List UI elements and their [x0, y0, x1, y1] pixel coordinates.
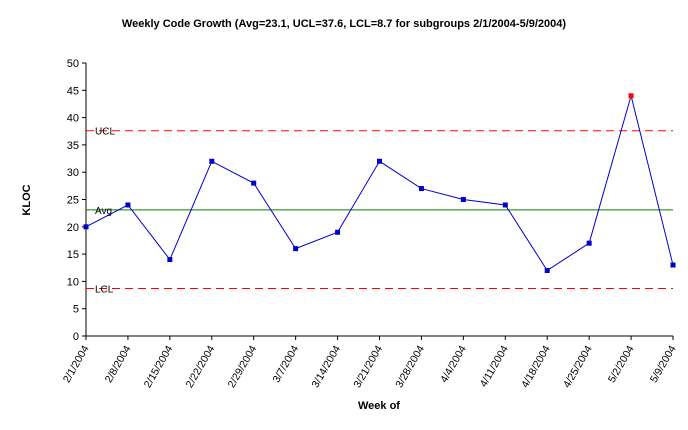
- x-tick-label: 4/18/2004: [519, 343, 553, 390]
- y-tick-label: 15: [67, 249, 79, 261]
- x-tick-label: 2/1/2004: [61, 343, 92, 385]
- x-tick-label: 3/7/2004: [270, 343, 301, 385]
- y-tick-label: 45: [67, 85, 79, 97]
- x-tick-label: 3/14/2004: [309, 343, 343, 390]
- x-tick-label: 2/15/2004: [142, 343, 176, 390]
- x-tick-label: 3/28/2004: [393, 343, 427, 390]
- data-point: [586, 240, 592, 246]
- data-point: [167, 257, 173, 263]
- data-point: [335, 229, 341, 235]
- data-point: [83, 224, 89, 230]
- x-tick-label: 4/25/2004: [561, 343, 595, 390]
- x-tick-label: 4/11/2004: [478, 343, 511, 389]
- y-tick-label: 30: [67, 167, 79, 179]
- data-point-out-of-control: [628, 93, 634, 99]
- data-point: [544, 267, 550, 273]
- x-tick-label: 5/2/2004: [606, 343, 637, 385]
- x-tick-label: 4/4/2004: [438, 343, 469, 385]
- x-axis-title: Week of: [358, 400, 400, 412]
- avg-label: Avg: [95, 206, 112, 217]
- y-tick-label: 25: [67, 195, 79, 207]
- y-tick-label: 5: [73, 304, 79, 316]
- y-tick-label: 40: [67, 113, 79, 125]
- data-point: [125, 202, 131, 208]
- ucl-label: UCL: [95, 127, 115, 138]
- data-point: [418, 186, 424, 192]
- y-tick-label: 0: [73, 331, 79, 343]
- data-point: [251, 180, 257, 186]
- lcl-label: LCL: [95, 284, 114, 295]
- plot-area: 0 5 10 15 20 25 30 35 40 45 50 2/1/2004 2/8/2004 2/15…: [61, 58, 679, 390]
- y-tick-label: 50: [67, 58, 79, 70]
- y-axis-title: KLOC: [21, 184, 33, 215]
- data-point: [670, 262, 676, 268]
- y-tick-label: 10: [67, 276, 79, 288]
- x-tick-label: 2/8/2004: [103, 343, 134, 385]
- chart-title: Weekly Code Growth (Avg=23.1, UCL=37.6, …: [122, 18, 566, 30]
- series-line: [85, 93, 674, 272]
- data-point: [209, 158, 215, 164]
- y-tick-label: 35: [67, 140, 79, 152]
- x-tick-label: 5/9/2004: [648, 343, 679, 385]
- data-point: [377, 158, 382, 164]
- data-point: [502, 202, 508, 208]
- y-tick-label: 20: [67, 222, 79, 234]
- data-point: [460, 197, 466, 202]
- x-tick-label: 2/22/2004: [184, 343, 218, 390]
- x-tick-label: 2/29/2004: [226, 343, 260, 390]
- data-point: [293, 246, 299, 252]
- x-tick-label: 3/21/2004: [351, 343, 385, 390]
